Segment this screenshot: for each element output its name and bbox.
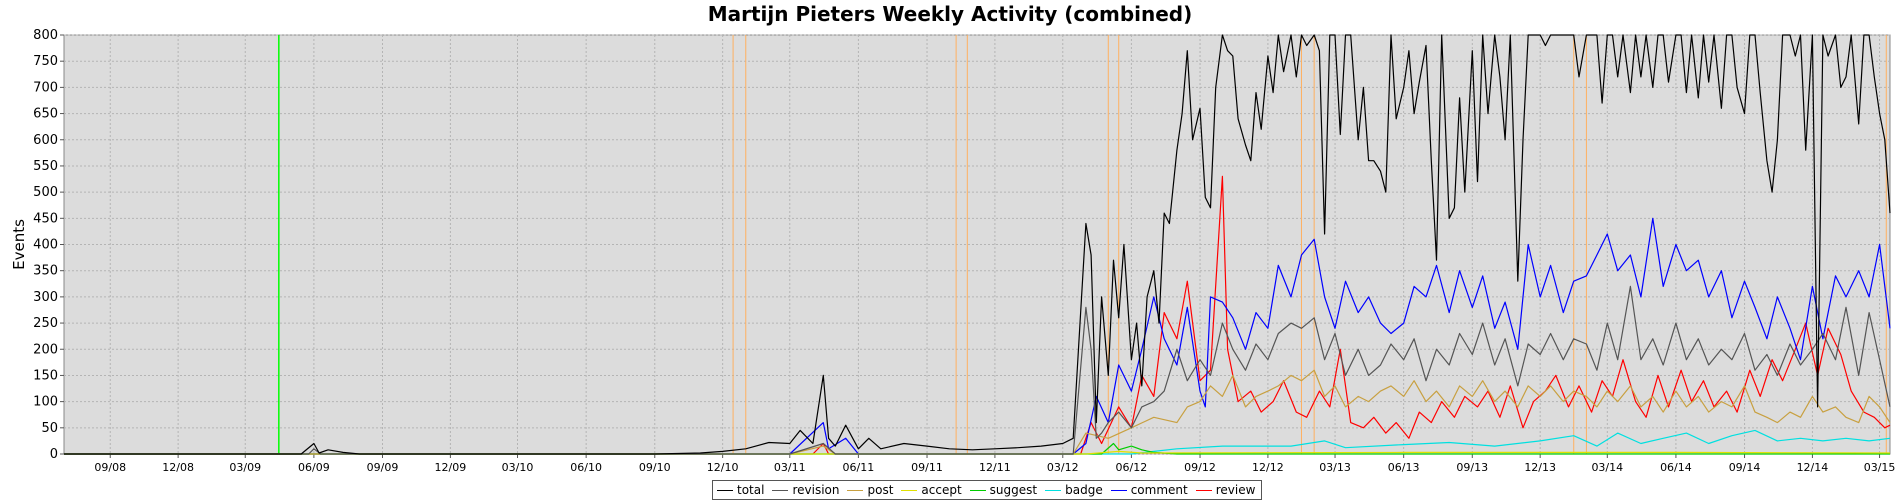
x-tick-label: 06/14: [1660, 461, 1692, 474]
y-tick-label: 300: [33, 290, 58, 305]
x-tick-label: 09/10: [639, 461, 671, 474]
legend-item-suggest: suggest: [969, 483, 1038, 497]
legend-item-comment: comment: [1110, 483, 1188, 497]
x-tick-label: 06/11: [843, 461, 875, 474]
legend-swatch: [847, 489, 864, 491]
legend-swatch: [1195, 489, 1212, 491]
legend-item-revision: revision: [772, 483, 839, 497]
y-tick-label: 200: [33, 342, 58, 357]
series-line-total: [64, 34, 1891, 455]
y-tick-label: 750: [33, 54, 58, 69]
x-tick-label: 12/12: [1252, 461, 1284, 474]
x-tick-label: 12/11: [979, 461, 1011, 474]
x-tick-label: 03/09: [229, 461, 261, 474]
x-tick-label: 12/09: [435, 461, 467, 474]
y-tick-label: 250: [33, 316, 58, 331]
legend-label: revision: [792, 483, 840, 497]
x-tick-label: 09/14: [1729, 461, 1761, 474]
x-tick-label: 09/08: [94, 461, 126, 474]
x-tick-label: 06/09: [298, 461, 330, 474]
y-tick-label: 150: [33, 368, 58, 383]
chart-title: Martijn Pieters Weekly Activity (combine…: [707, 2, 1193, 26]
series-line-accept: [64, 450, 1891, 455]
legend-label: review: [1215, 483, 1256, 497]
legend-swatch: [901, 489, 918, 491]
x-tick-label: 12/13: [1524, 461, 1556, 474]
y-tick-label: 400: [33, 238, 58, 253]
y-tick-label: 700: [33, 80, 58, 95]
legend-label: suggest: [989, 483, 1038, 497]
legend-label: comment: [1130, 483, 1188, 497]
x-tick-label: 09/12: [1184, 461, 1216, 474]
y-tick-label: 450: [33, 211, 58, 226]
x-tick-label: 03/15: [1864, 461, 1896, 474]
legend-label: post: [867, 483, 894, 497]
legend-item-post: post: [847, 483, 893, 497]
x-tick-label: 03/10: [502, 461, 534, 474]
x-tick-label: 12/10: [707, 461, 739, 474]
legend-swatch: [1045, 489, 1062, 491]
x-tick-label: 03/13: [1319, 461, 1351, 474]
legend-item-total: total: [717, 483, 764, 497]
legend-label: accept: [921, 483, 962, 497]
legend-swatch: [1110, 489, 1127, 491]
y-tick-label: 650: [33, 107, 58, 122]
y-tick-label: 500: [33, 185, 58, 200]
y-axis-label: Events: [10, 219, 28, 270]
legend-item-accept: accept: [901, 483, 962, 497]
x-tick-label: 09/11: [911, 461, 943, 474]
x-tick-label: 09/09: [367, 461, 399, 474]
x-tick-label: 06/10: [570, 461, 602, 474]
legend-swatch: [772, 489, 789, 491]
series-line-badge: [64, 429, 1891, 455]
series-line-revision: [64, 285, 1891, 455]
legend: total revision post accept suggest badge comme…: [712, 480, 1263, 500]
y-tick-label: 550: [33, 159, 58, 174]
legend-item-review: review: [1195, 483, 1256, 497]
legend-swatch: [969, 489, 986, 491]
x-tick-label: 06/13: [1388, 461, 1420, 474]
x-tick-label: 03/11: [774, 461, 806, 474]
y-tick-label: 50: [41, 421, 58, 436]
y-tick-label: 600: [33, 133, 58, 148]
y-tick-label: 0: [50, 447, 58, 462]
legend-label: total: [737, 483, 765, 497]
series-line-comment: [64, 217, 1891, 455]
legend-item-badge: badge: [1045, 483, 1103, 497]
x-tick-label: 09/13: [1456, 461, 1488, 474]
x-tick-label: 03/12: [1047, 461, 1079, 474]
series-line-post: [64, 369, 1891, 455]
x-tick-label: 03/14: [1591, 461, 1623, 474]
series-line-review: [64, 175, 1891, 455]
y-tick-label: 800: [33, 28, 58, 43]
y-tick-label: 100: [33, 395, 58, 410]
y-tick-label: 350: [33, 264, 58, 279]
x-tick-label: 06/12: [1116, 461, 1148, 474]
legend-label: badge: [1065, 483, 1103, 497]
x-tick-label: 12/08: [162, 461, 194, 474]
legend-swatch: [717, 489, 733, 491]
x-tick-label: 12/14: [1797, 461, 1829, 474]
